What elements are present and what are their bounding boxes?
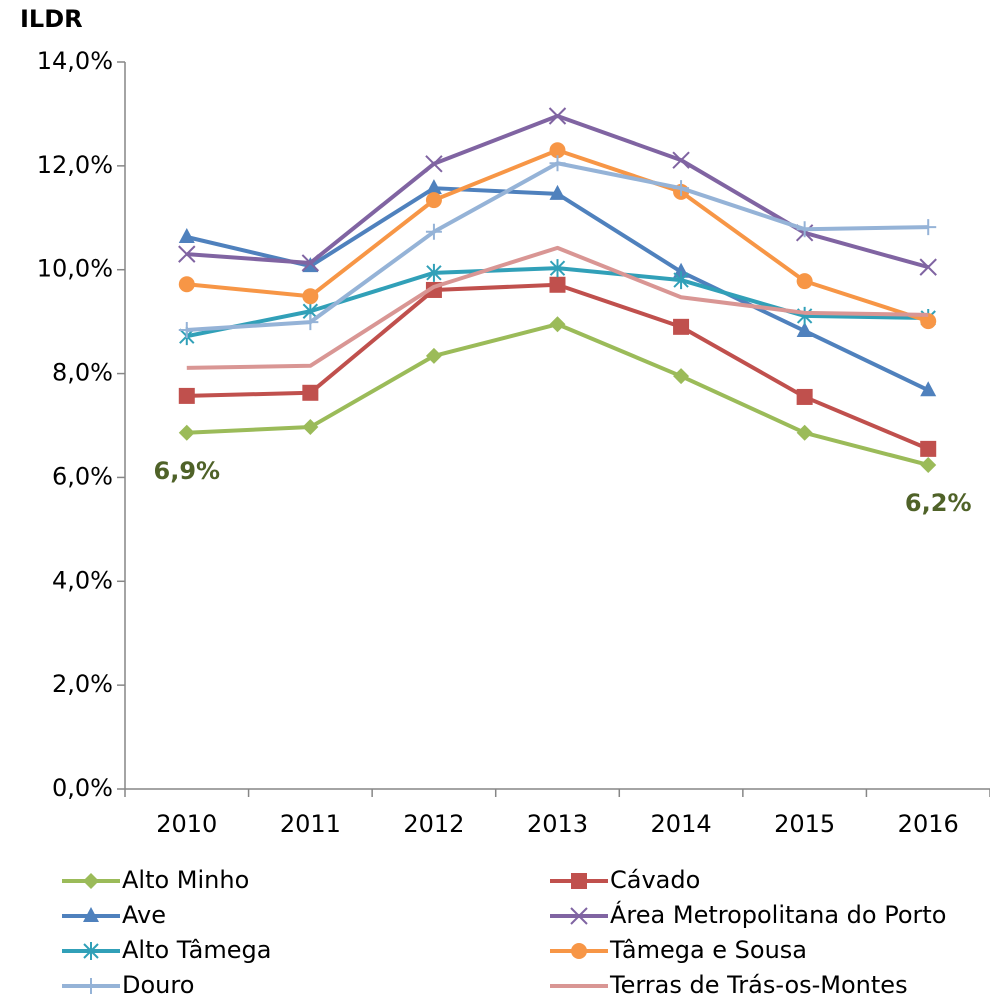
marker xyxy=(178,424,195,441)
marker xyxy=(673,271,689,290)
marker xyxy=(920,219,937,236)
marker xyxy=(673,318,690,335)
marker xyxy=(549,259,566,278)
legend-entry: Douro xyxy=(62,971,194,999)
y-tick-label: 8,0% xyxy=(52,359,113,387)
legend-label: Ave xyxy=(122,901,166,929)
marker xyxy=(178,245,196,263)
x-tick-label: 2016 xyxy=(898,810,959,838)
marker xyxy=(302,419,319,436)
marker xyxy=(83,942,99,960)
marker xyxy=(672,151,690,169)
legend-entry: Tâmega e Sousa xyxy=(550,936,807,964)
marker xyxy=(673,368,690,385)
y-tick-label: 6,0% xyxy=(52,462,113,490)
marker xyxy=(796,424,813,441)
marker xyxy=(83,907,99,922)
x-tick-label: 2013 xyxy=(527,810,588,838)
y-tick-label: 10,0% xyxy=(37,255,113,283)
marker xyxy=(549,155,566,172)
y-tick-label: 2,0% xyxy=(52,670,113,698)
legend-entry: Cávado xyxy=(550,866,700,894)
legend-label: Douro xyxy=(122,971,194,999)
data-label: 6,2% xyxy=(905,489,972,517)
marker xyxy=(796,273,813,290)
marker xyxy=(178,227,195,243)
marker xyxy=(302,384,319,401)
marker xyxy=(425,155,443,173)
legend-label: Área Metropolitana do Porto xyxy=(610,900,947,929)
x-tick-label: 2015 xyxy=(774,810,835,838)
legend-entry: Alto Minho xyxy=(62,866,249,894)
marker xyxy=(920,440,937,457)
y-tick-label: 12,0% xyxy=(37,151,113,179)
marker xyxy=(920,456,937,473)
y-tick-label: 0,0% xyxy=(52,774,113,802)
legend-label: Cávado xyxy=(610,866,700,894)
marker xyxy=(425,179,442,195)
marker xyxy=(178,276,195,293)
data-label: 6,9% xyxy=(154,457,221,485)
marker xyxy=(920,381,937,397)
marker xyxy=(302,314,319,331)
x-tick-label: 2014 xyxy=(651,810,712,838)
marker xyxy=(302,288,319,305)
marker xyxy=(548,107,567,125)
x-tick-label: 2012 xyxy=(403,810,464,838)
x-tick-label: 2011 xyxy=(280,810,341,838)
marker xyxy=(796,221,813,238)
marker xyxy=(673,180,690,197)
marker xyxy=(549,142,566,159)
marker xyxy=(549,184,566,200)
y-tick-label: 14,0% xyxy=(37,47,113,75)
marker xyxy=(425,347,442,364)
legend-entry: Terras de Trás-os-Montes xyxy=(550,971,908,999)
legend-label: Tâmega e Sousa xyxy=(609,936,807,964)
legend-label: Terras de Trás-os-Montes xyxy=(609,971,908,999)
marker xyxy=(549,276,566,293)
chart-title: ILDR xyxy=(20,5,83,33)
legend-entry: Ave xyxy=(62,901,166,929)
marker xyxy=(425,223,442,240)
marker xyxy=(425,192,442,209)
marker xyxy=(83,978,99,994)
marker xyxy=(426,263,442,282)
marker xyxy=(570,907,588,925)
legend-label: Alto Tâmega xyxy=(122,936,271,964)
series-line xyxy=(186,245,929,370)
marker xyxy=(301,254,320,272)
marker xyxy=(571,943,587,959)
marker xyxy=(178,321,195,338)
legend-entry: Alto Tâmega xyxy=(62,936,271,964)
y-tick-label: 4,0% xyxy=(52,566,113,594)
marker xyxy=(178,387,195,404)
marker xyxy=(919,258,937,276)
marker xyxy=(796,388,813,405)
legend-entry: Área Metropolitana do Porto xyxy=(550,900,947,929)
marker xyxy=(83,873,99,889)
marker xyxy=(673,262,690,278)
marker xyxy=(571,873,587,889)
marker xyxy=(796,321,813,337)
marker xyxy=(549,316,566,333)
legend-label: Alto Minho xyxy=(122,866,249,894)
x-tick-label: 2010 xyxy=(156,810,217,838)
marker xyxy=(920,313,937,330)
